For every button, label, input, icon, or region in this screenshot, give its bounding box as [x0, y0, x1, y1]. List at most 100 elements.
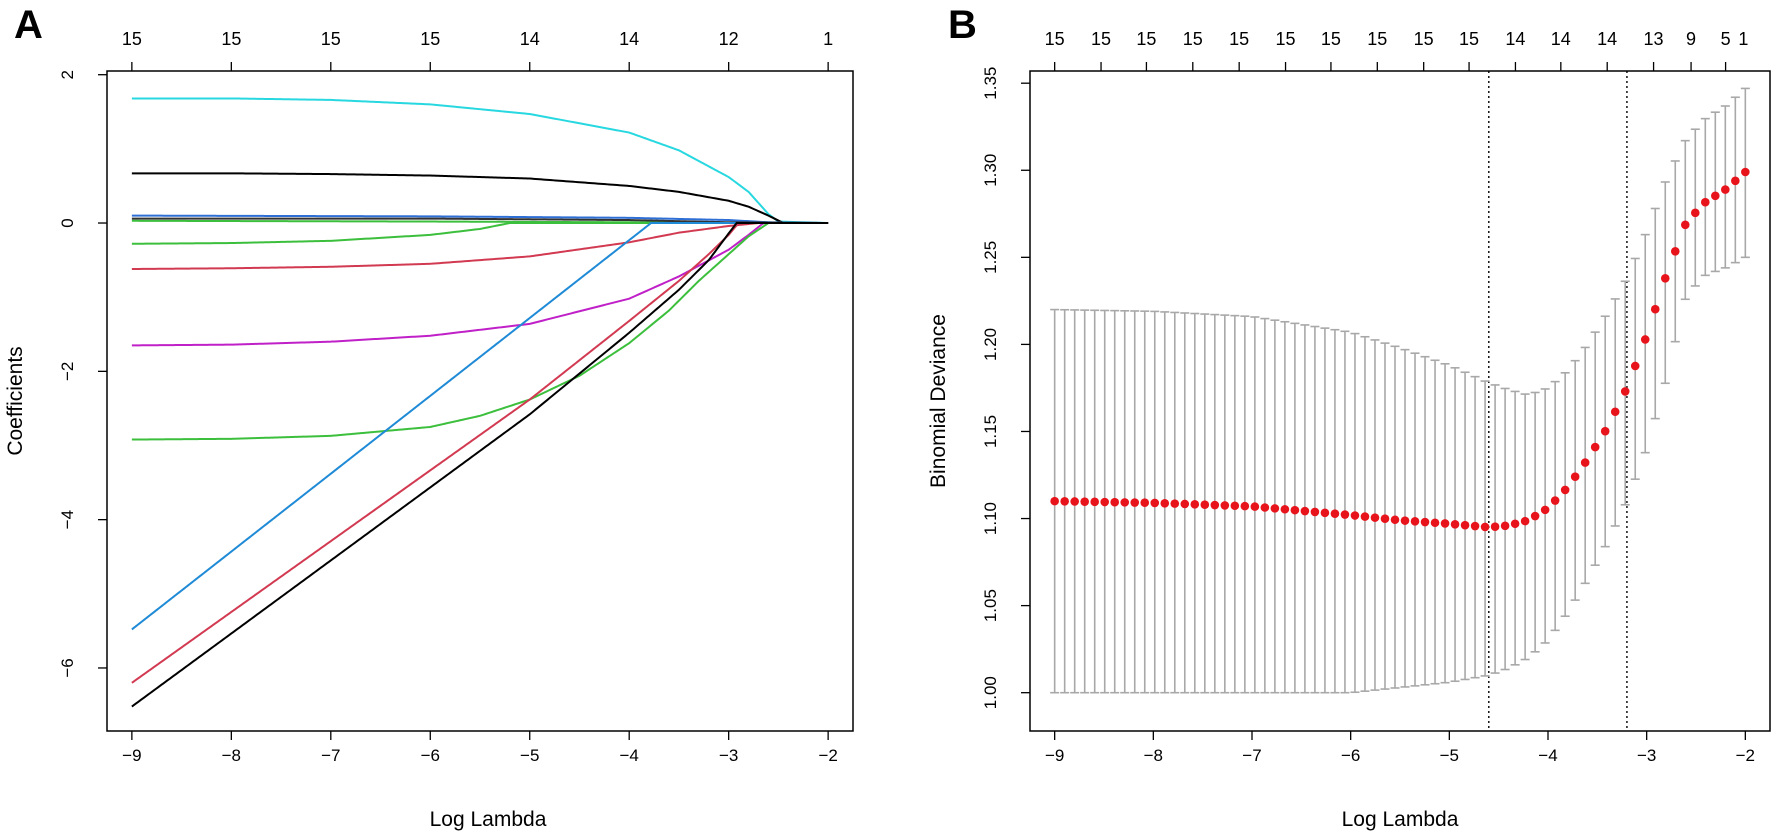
deviance-point: [1430, 518, 1440, 528]
x-tick-label-a: −2: [818, 746, 837, 765]
y-tick-label-b: 1.05: [981, 589, 1000, 622]
deviance-point: [1670, 246, 1680, 256]
x-tick-label-b: −7: [1242, 746, 1261, 765]
coef-line-cyan: [131, 97, 829, 225]
deviance-point: [1050, 496, 1059, 506]
y-tick-label-a: 0: [58, 218, 77, 227]
y-tick-label-b: 1.15: [981, 415, 1000, 448]
top-axis-label-a: 12: [719, 29, 739, 49]
top-axis-label-b: 14: [1597, 29, 1617, 49]
top-axis-label-a: 14: [619, 29, 639, 49]
deviance-point: [1410, 517, 1420, 526]
deviance-point: [1390, 515, 1400, 525]
top-axis-label-b: 14: [1505, 29, 1525, 49]
top-axis-label-a: 15: [221, 29, 241, 49]
x-tick-label-b: −6: [1341, 746, 1360, 765]
deviance-point: [1270, 504, 1280, 513]
deviance-point: [1610, 407, 1620, 417]
deviance-point: [1450, 519, 1460, 529]
coef-line-magenta: [131, 222, 829, 347]
x-tick-label-a: −3: [719, 746, 738, 765]
deviance-point: [1580, 458, 1590, 467]
panel-label-a: A: [14, 3, 43, 47]
deviance-point: [1711, 191, 1720, 201]
deviance-point: [1120, 498, 1130, 507]
x-axis-title-b: Log Lambda: [1342, 808, 1459, 831]
top-axis-label-b: 14: [1551, 29, 1571, 49]
y-axis-title-b: Binomial Deviance: [927, 314, 950, 488]
top-axis-label-b: 9: [1686, 29, 1696, 49]
deviance-point: [1700, 197, 1710, 207]
y-tick-label-b: 1.10: [981, 502, 1000, 535]
deviance-point: [1240, 501, 1250, 511]
deviance-point: [1550, 496, 1560, 505]
top-axis-label-b: 15: [1414, 29, 1434, 49]
deviance-point: [1520, 516, 1530, 526]
y-tick-label-b: 1.25: [981, 241, 1000, 274]
x-tick-label-b: −5: [1440, 746, 1459, 765]
coef-line-green-3: [131, 222, 829, 441]
top-axis-label-b: 1: [1738, 29, 1748, 49]
y-tick-label-b: 1.20: [981, 328, 1000, 361]
deviance-point: [1130, 498, 1140, 507]
deviance-point: [1741, 167, 1750, 177]
deviance-point: [1530, 511, 1540, 521]
x-tick-label-b: −4: [1538, 746, 1557, 765]
top-axis-label-a: 15: [321, 29, 341, 49]
top-axis-label-b: 15: [1276, 29, 1296, 49]
deviance-point: [1640, 335, 1650, 344]
plot-frame-b: [1029, 70, 1771, 732]
panel-b: B −9 −8 −7 −6 −5 −4 −3 −2 15 15 15 15 15 15 15 15 15 15 14…: [927, 3, 1771, 831]
deviance-point: [1300, 506, 1310, 516]
y-tick-label-b: 1.00: [981, 676, 1000, 709]
deviance-point: [1660, 273, 1670, 283]
deviance-point: [1370, 513, 1380, 522]
y-tick-label-a: −6: [58, 658, 77, 677]
coefficient-paths: [131, 97, 829, 708]
deviance-point: [1150, 498, 1160, 508]
x-tick-label-a: −8: [222, 746, 241, 765]
deviance-point: [1540, 505, 1550, 515]
top-axis-label-b: 15: [1229, 29, 1249, 49]
x-tick-label-a: −7: [321, 746, 340, 765]
top-axis-label-b: 13: [1644, 29, 1664, 49]
deviance-point: [1080, 497, 1089, 506]
deviance-point: [1160, 498, 1170, 508]
deviance-point: [1350, 511, 1360, 520]
deviance-point: [1380, 514, 1390, 523]
deviance-points: [1050, 167, 1750, 532]
deviance-point: [1180, 499, 1190, 509]
deviance-point: [1110, 497, 1120, 507]
deviance-point: [1200, 500, 1210, 509]
deviance-point: [1600, 426, 1610, 436]
top-axis-label-b: 15: [1091, 29, 1111, 49]
deviance-point: [1590, 442, 1600, 452]
x-tick-label-b: −8: [1144, 746, 1163, 765]
x-tick-label-a: −4: [620, 746, 639, 765]
coef-line-black-top: [131, 172, 829, 225]
top-axis-label-a: 15: [122, 29, 142, 49]
top-axis-label-b: 15: [1183, 29, 1203, 49]
y-tick-label-b: 1.35: [981, 67, 1000, 100]
deviance-point: [1630, 361, 1640, 371]
deviance-point: [1690, 208, 1700, 218]
x-axis-title-a: Log Lambda: [430, 808, 547, 831]
y-axis-title-a: Coefficients: [4, 346, 27, 455]
deviance-point: [1090, 497, 1100, 507]
deviance-point: [1650, 304, 1660, 314]
y-tick-label-a: 2: [58, 70, 77, 79]
y-tick-label-a: −2: [58, 362, 77, 381]
top-axis-label-b: 15: [1459, 29, 1479, 49]
deviance-point: [1320, 508, 1330, 518]
deviance-point: [1250, 502, 1260, 511]
plot-frame-a: [106, 70, 854, 732]
x-tick-label-b: −2: [1736, 746, 1755, 765]
panel-a: A −9 −8 −7 −6 −5 −4 −3 −2 15 15 15 15 14 14 12 1 −6 −4 −2 0…: [4, 3, 854, 831]
top-axis-label-b: 15: [1045, 29, 1065, 49]
deviance-point: [1400, 516, 1410, 525]
coef-line-black-small: [131, 217, 829, 225]
deviance-point: [1620, 387, 1630, 396]
deviance-point: [1680, 220, 1690, 230]
deviance-point: [1500, 521, 1510, 531]
coef-line-blue-small: [131, 214, 829, 225]
